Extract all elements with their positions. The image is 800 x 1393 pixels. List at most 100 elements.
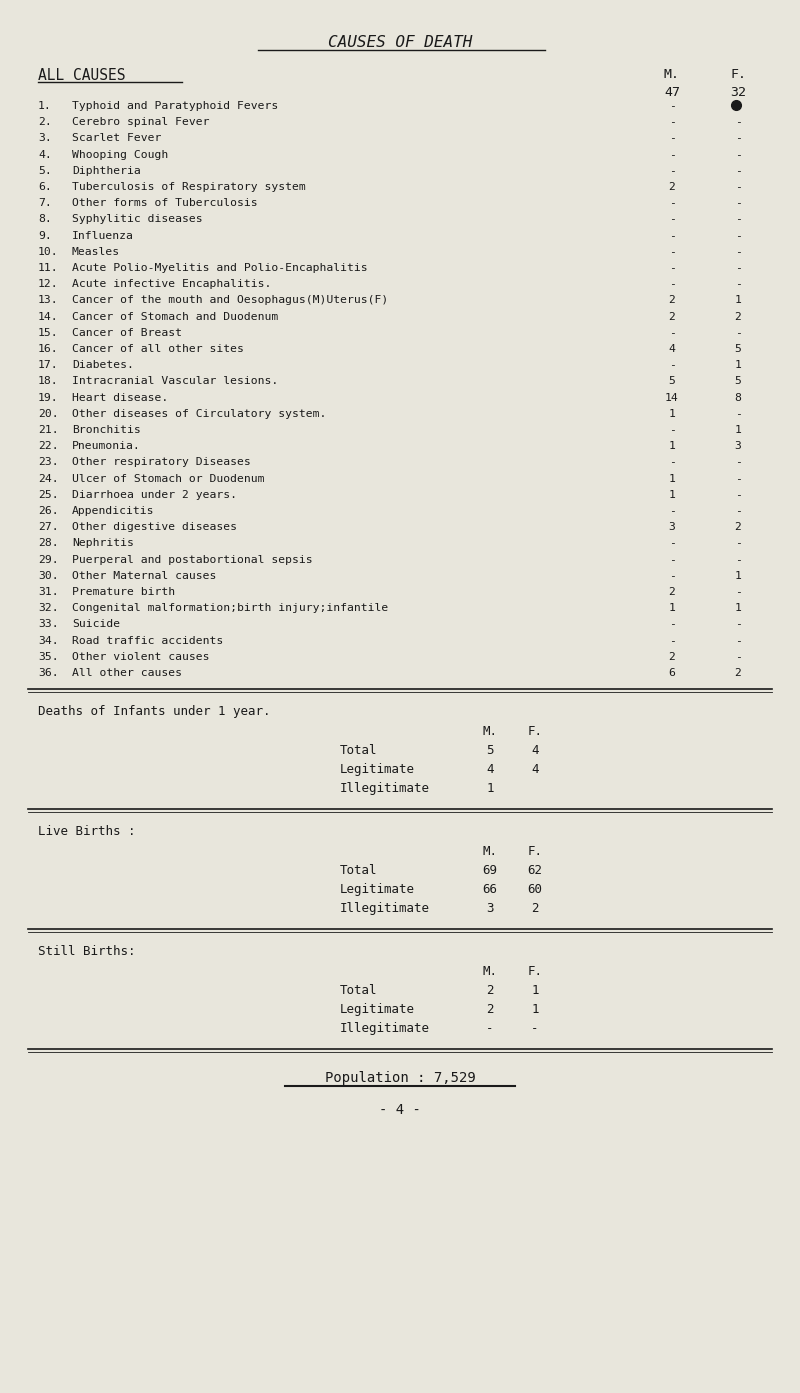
Text: 36.: 36. bbox=[38, 669, 58, 678]
Text: 6.: 6. bbox=[38, 182, 52, 192]
Text: 11.: 11. bbox=[38, 263, 58, 273]
Text: 2: 2 bbox=[669, 182, 675, 192]
Text: 26.: 26. bbox=[38, 506, 58, 515]
Text: 1: 1 bbox=[669, 490, 675, 500]
Text: Nephritis: Nephritis bbox=[72, 539, 134, 549]
Text: F.: F. bbox=[527, 726, 542, 738]
Text: Other respiratory Diseases: Other respiratory Diseases bbox=[72, 457, 250, 468]
Text: -: - bbox=[669, 149, 675, 160]
Text: -: - bbox=[734, 554, 742, 564]
Text: 2: 2 bbox=[734, 312, 742, 322]
Text: 14.: 14. bbox=[38, 312, 58, 322]
Text: 31.: 31. bbox=[38, 586, 58, 598]
Text: 32.: 32. bbox=[38, 603, 58, 613]
Text: Population : 7,529: Population : 7,529 bbox=[325, 1071, 475, 1085]
Text: 24.: 24. bbox=[38, 474, 58, 483]
Text: 2: 2 bbox=[486, 985, 494, 997]
Text: Acute infective Encaphalitis.: Acute infective Encaphalitis. bbox=[72, 279, 271, 290]
Text: 7.: 7. bbox=[38, 198, 52, 208]
Text: 1: 1 bbox=[669, 442, 675, 451]
Text: Total: Total bbox=[340, 985, 378, 997]
Text: 8: 8 bbox=[734, 393, 742, 403]
Text: Still Births:: Still Births: bbox=[38, 946, 135, 958]
Text: -: - bbox=[734, 134, 742, 143]
Text: Legitimate: Legitimate bbox=[340, 883, 415, 896]
Text: -: - bbox=[734, 586, 742, 598]
Text: 1: 1 bbox=[734, 361, 742, 371]
Text: 1: 1 bbox=[669, 474, 675, 483]
Text: Heart disease.: Heart disease. bbox=[72, 393, 168, 403]
Text: 4: 4 bbox=[531, 763, 538, 776]
Text: Congenital malformation;birth injury;infantile: Congenital malformation;birth injury;inf… bbox=[72, 603, 388, 613]
Text: -: - bbox=[669, 620, 675, 630]
Text: Diabetes.: Diabetes. bbox=[72, 361, 134, 371]
Text: 69: 69 bbox=[482, 864, 498, 878]
Text: 35.: 35. bbox=[38, 652, 58, 662]
Text: 1: 1 bbox=[531, 985, 538, 997]
Text: Road traffic accidents: Road traffic accidents bbox=[72, 635, 223, 645]
Text: 5: 5 bbox=[669, 376, 675, 386]
Text: Legitimate: Legitimate bbox=[340, 763, 415, 776]
Text: -: - bbox=[734, 247, 742, 256]
Text: -: - bbox=[734, 539, 742, 549]
Text: -: - bbox=[734, 198, 742, 208]
Text: Other forms of Tuberculosis: Other forms of Tuberculosis bbox=[72, 198, 258, 208]
Text: 1: 1 bbox=[734, 295, 742, 305]
Text: -: - bbox=[734, 506, 742, 515]
Text: Illegitimate: Illegitimate bbox=[340, 903, 430, 915]
Text: 1: 1 bbox=[669, 603, 675, 613]
Text: 2: 2 bbox=[669, 586, 675, 598]
Text: 12.: 12. bbox=[38, 279, 58, 290]
Text: -: - bbox=[734, 490, 742, 500]
Text: 21.: 21. bbox=[38, 425, 58, 435]
Text: 2: 2 bbox=[734, 669, 742, 678]
Text: 18.: 18. bbox=[38, 376, 58, 386]
Text: Typhoid and Paratyphoid Fevers: Typhoid and Paratyphoid Fevers bbox=[72, 102, 278, 111]
Text: 9.: 9. bbox=[38, 231, 52, 241]
Text: 66: 66 bbox=[482, 883, 498, 896]
Text: -: - bbox=[734, 182, 742, 192]
Text: -: - bbox=[669, 327, 675, 337]
Text: 17.: 17. bbox=[38, 361, 58, 371]
Text: 6: 6 bbox=[669, 669, 675, 678]
Text: -: - bbox=[486, 1022, 494, 1035]
Text: Other Maternal causes: Other Maternal causes bbox=[72, 571, 216, 581]
Text: 5: 5 bbox=[486, 744, 494, 758]
Text: 4: 4 bbox=[669, 344, 675, 354]
Text: Tuberculosis of Respiratory system: Tuberculosis of Respiratory system bbox=[72, 182, 306, 192]
Text: 25.: 25. bbox=[38, 490, 58, 500]
Text: Diarrhoea under 2 years.: Diarrhoea under 2 years. bbox=[72, 490, 237, 500]
Text: - 4 -: - 4 - bbox=[379, 1103, 421, 1117]
Text: -: - bbox=[669, 425, 675, 435]
Text: Syphylitic diseases: Syphylitic diseases bbox=[72, 215, 202, 224]
Text: Whooping Cough: Whooping Cough bbox=[72, 149, 168, 160]
Text: 19.: 19. bbox=[38, 393, 58, 403]
Text: -: - bbox=[669, 198, 675, 208]
Text: 27.: 27. bbox=[38, 522, 58, 532]
Text: Puerperal and postabortional sepsis: Puerperal and postabortional sepsis bbox=[72, 554, 313, 564]
Text: F.: F. bbox=[527, 846, 542, 858]
Text: All other causes: All other causes bbox=[72, 669, 182, 678]
Text: Total: Total bbox=[340, 744, 378, 758]
Text: 3: 3 bbox=[486, 903, 494, 915]
Text: Cerebro spinal Fever: Cerebro spinal Fever bbox=[72, 117, 210, 127]
Text: 15.: 15. bbox=[38, 327, 58, 337]
Text: Intracranial Vascular lesions.: Intracranial Vascular lesions. bbox=[72, 376, 278, 386]
Text: -: - bbox=[734, 457, 742, 468]
Text: Other digestive diseases: Other digestive diseases bbox=[72, 522, 237, 532]
Text: 28.: 28. bbox=[38, 539, 58, 549]
Text: -: - bbox=[734, 263, 742, 273]
Text: 1: 1 bbox=[734, 603, 742, 613]
Text: 30.: 30. bbox=[38, 571, 58, 581]
Text: Premature birth: Premature birth bbox=[72, 586, 175, 598]
Text: Cancer of Stomach and Duodenum: Cancer of Stomach and Duodenum bbox=[72, 312, 278, 322]
Text: 13.: 13. bbox=[38, 295, 58, 305]
Text: 2: 2 bbox=[486, 1003, 494, 1017]
Text: -: - bbox=[734, 102, 742, 111]
Text: F.: F. bbox=[527, 965, 542, 978]
Text: -: - bbox=[669, 117, 675, 127]
Text: 5: 5 bbox=[734, 344, 742, 354]
Text: CAUSES OF DEATH: CAUSES OF DEATH bbox=[328, 35, 472, 50]
Text: 5: 5 bbox=[734, 376, 742, 386]
Text: 10.: 10. bbox=[38, 247, 58, 256]
